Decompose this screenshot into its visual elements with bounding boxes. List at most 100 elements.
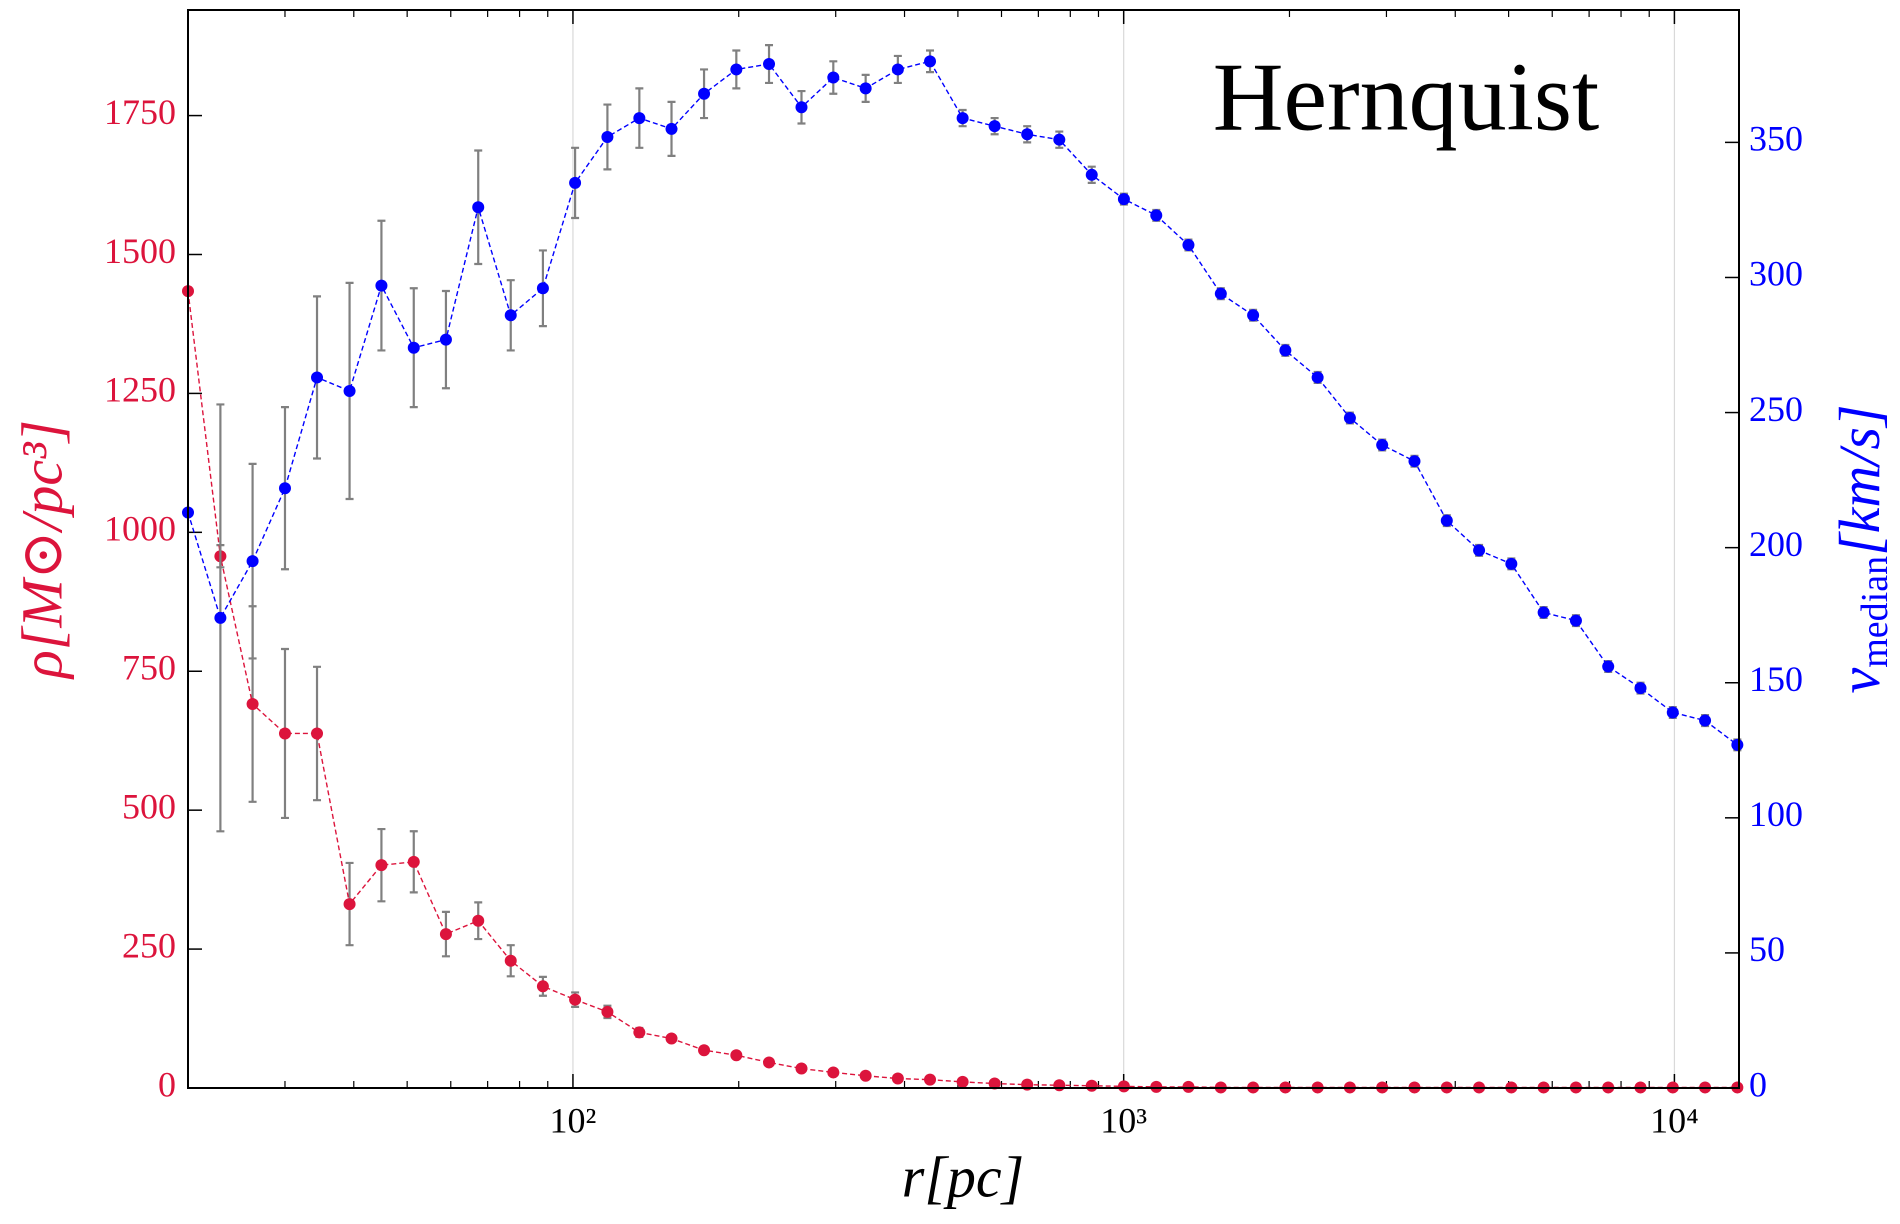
y-tick-label: 750 (122, 648, 176, 688)
plot-frame (187, 9, 1740, 1089)
point (504, 309, 517, 322)
point (439, 333, 452, 346)
y2-label-sub: median (1854, 556, 1896, 668)
x-tick-label: 10² (550, 1100, 597, 1140)
point (956, 112, 969, 125)
y-tick-label: 250 (122, 925, 176, 965)
point (1311, 371, 1324, 384)
point (1440, 514, 1453, 527)
point (633, 1026, 646, 1039)
y2-tick-label: 150 (1749, 659, 1803, 699)
point (278, 727, 291, 740)
y-tick-label: 1250 (104, 370, 176, 410)
point (311, 727, 324, 740)
point (1666, 706, 1679, 719)
point (827, 1066, 840, 1079)
point (1150, 209, 1163, 222)
y2-tick-label: 0 (1749, 1064, 1767, 1104)
point (763, 1056, 776, 1069)
point (924, 1073, 937, 1086)
point (1214, 287, 1227, 300)
point (601, 130, 614, 143)
point (601, 1005, 614, 1018)
y-tick-label: 1000 (104, 509, 176, 549)
point (1117, 193, 1130, 206)
point (665, 1032, 678, 1045)
y2-axis-label: vmedian[km/s] (1827, 404, 1895, 693)
point (1182, 239, 1195, 252)
point (988, 1077, 1001, 1090)
point (1634, 682, 1647, 695)
point (1085, 1079, 1098, 1092)
point (698, 87, 711, 100)
point (407, 855, 420, 868)
y2-tick-label: 300 (1749, 254, 1803, 294)
point (1408, 455, 1421, 468)
point (924, 55, 937, 68)
point (1021, 128, 1034, 141)
point (1343, 411, 1356, 424)
point (859, 1069, 872, 1082)
point (665, 122, 678, 135)
y-axis-label: ρ[M⊙/pc³] (9, 420, 74, 680)
point (214, 611, 227, 624)
point (472, 201, 485, 214)
y-tick-label: 0 (158, 1064, 176, 1104)
point (827, 71, 840, 84)
y2-tick-label: 100 (1749, 794, 1803, 834)
y-tick-label: 500 (122, 786, 176, 826)
point (1085, 168, 1098, 181)
point (633, 112, 646, 125)
point (859, 82, 872, 95)
point (1537, 606, 1550, 619)
point (891, 63, 904, 76)
point (1699, 714, 1712, 727)
point (439, 928, 452, 941)
point (1731, 738, 1744, 751)
y-tick-label: 1500 (104, 231, 176, 271)
point (504, 954, 517, 967)
point (730, 1049, 743, 1062)
point (698, 1044, 711, 1057)
y2-tick-label: 250 (1749, 389, 1803, 429)
point (1247, 309, 1260, 322)
point (246, 698, 259, 711)
point (891, 1072, 904, 1085)
point (407, 341, 420, 354)
point (536, 282, 549, 295)
point (1569, 614, 1582, 627)
y2-tick-label: 350 (1749, 119, 1803, 159)
point (1473, 544, 1486, 557)
point (1376, 438, 1389, 451)
point (1182, 1080, 1195, 1093)
point (278, 482, 291, 495)
annotation: Hernquist (1213, 43, 1600, 151)
point (569, 176, 582, 189)
point (988, 120, 1001, 133)
x-axis-label: r[pc] (902, 1144, 1024, 1209)
point (472, 914, 485, 927)
point (1053, 1079, 1066, 1092)
point (343, 898, 356, 911)
y2-label-main: v (1827, 668, 1892, 694)
point (1279, 344, 1292, 357)
point (730, 63, 743, 76)
point (569, 993, 582, 1006)
y2-tick-label: 200 (1749, 524, 1803, 564)
point (375, 859, 388, 872)
point (311, 371, 324, 384)
point (795, 1062, 808, 1075)
point (343, 384, 356, 397)
point (956, 1075, 969, 1088)
x-tick-label: 10³ (1100, 1100, 1147, 1140)
point (1150, 1080, 1163, 1093)
point (1505, 557, 1518, 570)
x-tick-label: 10⁴ (1650, 1100, 1699, 1140)
point (1602, 660, 1615, 673)
point (375, 279, 388, 292)
point (1117, 1080, 1130, 1093)
y2-tick-label: 50 (1749, 929, 1785, 969)
y2-label-rest: [km/s] (1827, 404, 1892, 555)
